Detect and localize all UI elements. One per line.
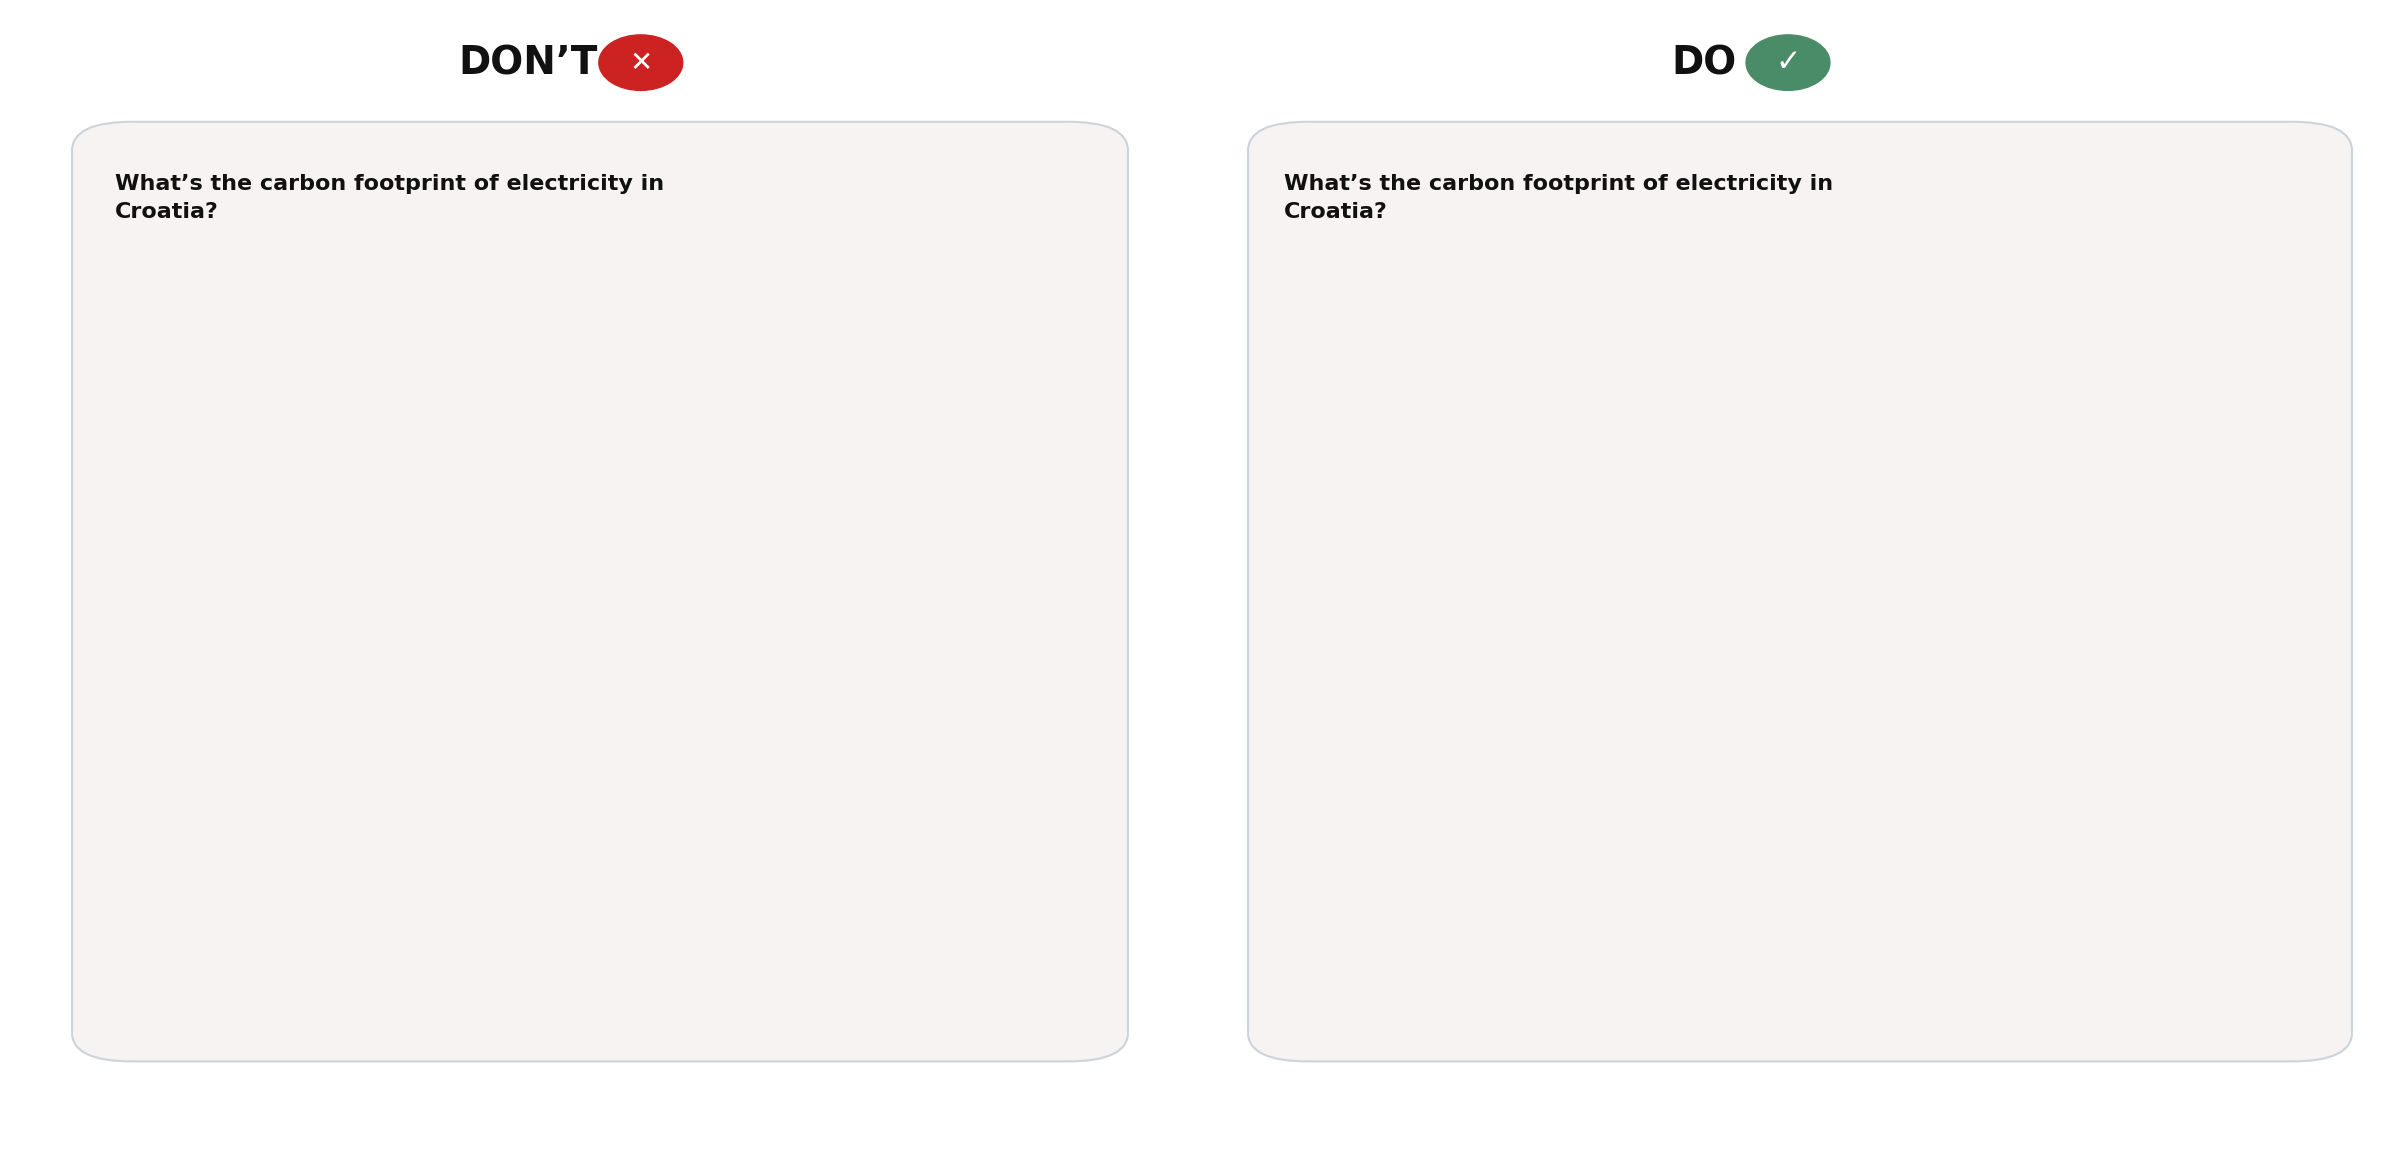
Text: 7%: 7% [1874,806,1901,825]
Circle shape [634,725,684,792]
Text: Other: Other [938,749,994,768]
Text: 46%: 46% [1874,391,1910,408]
Text: 10%: 10% [2136,599,2174,616]
Circle shape [864,541,914,608]
Text: Gas: Gas [938,380,974,399]
Text: 21%: 21% [2136,391,2174,408]
Circle shape [634,356,684,423]
Wedge shape [166,648,422,822]
Text: Other: Other [2136,728,2196,746]
Text: ♠: ♠ [1462,404,1483,423]
Text: What’s the carbon footprint of electricity in
Croatia?: What’s the carbon footprint of electrici… [1284,174,1834,222]
Text: ↺: ↺ [2081,312,2100,332]
Text: Hydro: Hydro [1874,312,1934,331]
Text: ✕: ✕ [629,49,653,77]
Text: ↺: ↺ [1452,755,1471,775]
Text: ⚬: ⚬ [2081,727,2100,747]
Text: What’s the carbon footprint of electricity in
Croatia?: What’s the carbon footprint of electrici… [115,174,665,222]
Text: 1%: 1% [2136,806,2162,825]
Text: ✓: ✓ [1776,48,1800,77]
Text: Bioenergy: Bioenergy [1874,728,1978,746]
Circle shape [864,356,914,423]
Text: DO: DO [1670,45,1738,82]
Wedge shape [1536,361,1766,817]
Circle shape [634,541,684,608]
Wedge shape [372,361,602,817]
Text: ♠: ♠ [1817,727,1838,747]
Wedge shape [259,362,365,481]
Text: ≋: ≋ [1819,520,1836,539]
Wedge shape [1306,495,1423,694]
Text: ⚬: ⚬ [1510,393,1526,413]
Text: Hydro: Hydro [708,380,766,399]
Wedge shape [142,495,259,694]
Text: Coal: Coal [2136,521,2182,538]
Text: ⊡: ⊡ [2081,520,2100,539]
Text: Bioenergy: Bioenergy [708,749,806,768]
Text: Coal: Coal [938,565,982,583]
Circle shape [864,725,914,792]
Text: Wind: Wind [1874,521,1925,538]
Text: ≋: ≋ [1339,594,1356,614]
Wedge shape [358,361,372,465]
Text: Wind: Wind [708,565,758,583]
Wedge shape [1327,390,1474,539]
Text: DON’T: DON’T [458,45,598,82]
Circle shape [1747,35,1829,90]
Wedge shape [1423,362,1529,481]
Text: ⬡: ⬡ [1817,312,1836,332]
Wedge shape [1522,361,1536,465]
Wedge shape [163,390,310,539]
Text: ⊡: ⊡ [1380,462,1399,481]
Text: ⬡: ⬡ [1714,558,1733,578]
Text: Gas: Gas [2136,312,2174,331]
Text: 14%: 14% [1874,599,1910,616]
Circle shape [600,35,682,90]
Wedge shape [1330,648,1586,822]
